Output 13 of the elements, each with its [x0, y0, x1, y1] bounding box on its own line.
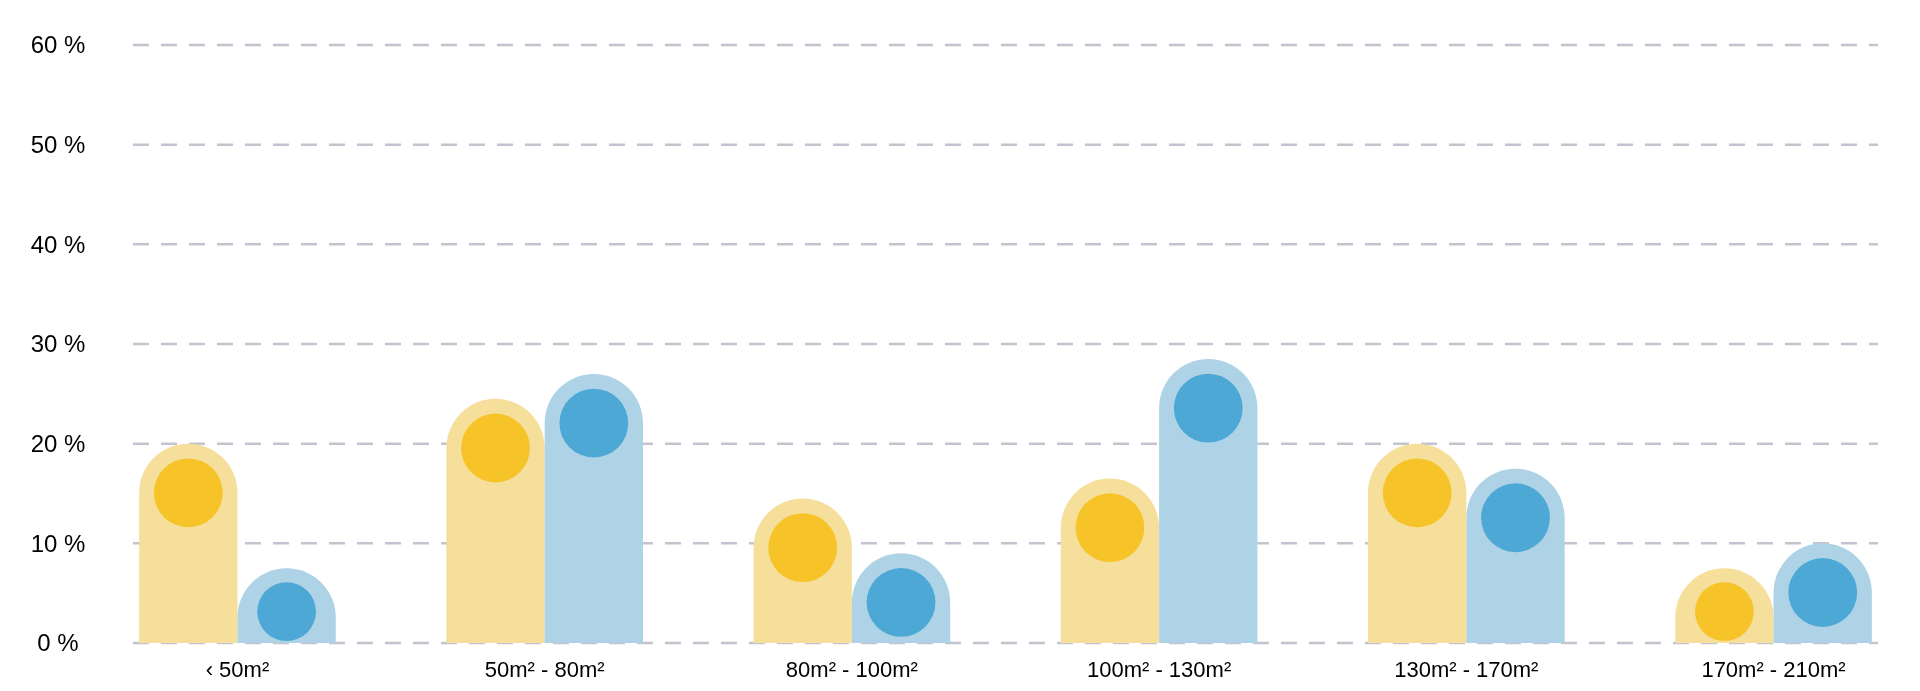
x-tick-label: 80m² - 100m²	[785, 657, 918, 682]
y-tick-label: 40 %	[30, 230, 86, 258]
x-tick-label: 50m² - 80m²	[484, 657, 605, 682]
x-tick-label: ‹ 50m²	[205, 657, 270, 682]
y-tick-label: 10 %	[30, 529, 86, 557]
y-tick-label: 60 %	[30, 31, 86, 59]
y-tick-label: 30 %	[30, 330, 86, 358]
x-tick-label: 100m² - 130m²	[1086, 657, 1232, 682]
y-tick-label: 50 %	[30, 131, 86, 159]
x-tick-label: 130m² - 170m²	[1394, 657, 1539, 682]
x-tick-label: 170m² - 210m²	[1701, 657, 1846, 682]
y-tick-label: 20 %	[30, 430, 86, 458]
y-tick-label: 0 %	[37, 629, 79, 657]
